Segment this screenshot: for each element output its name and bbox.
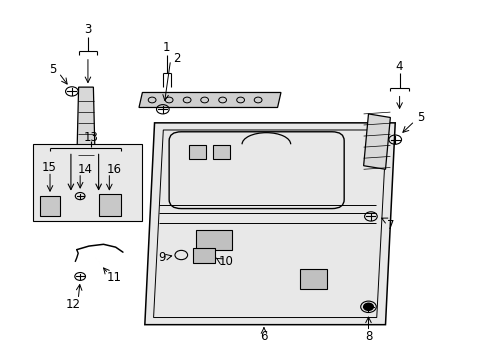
Text: 6: 6	[260, 330, 267, 343]
Text: 5: 5	[416, 111, 423, 124]
Bar	[33, 144, 142, 221]
Bar	[99, 194, 120, 216]
FancyBboxPatch shape	[169, 132, 344, 208]
Text: 16: 16	[106, 163, 122, 176]
Text: 11: 11	[106, 271, 122, 284]
Polygon shape	[77, 87, 95, 164]
Bar	[212, 145, 229, 158]
Text: 12: 12	[66, 298, 81, 311]
Polygon shape	[139, 93, 281, 108]
Text: 13: 13	[84, 131, 99, 144]
Bar	[193, 248, 215, 263]
Text: 10: 10	[218, 255, 233, 268]
Polygon shape	[153, 130, 386, 318]
Bar	[196, 230, 232, 249]
Text: 7: 7	[386, 219, 393, 232]
Text: 3: 3	[84, 23, 91, 36]
Polygon shape	[144, 123, 394, 325]
Text: 1: 1	[163, 41, 170, 54]
Text: 5: 5	[49, 63, 56, 76]
Bar	[300, 269, 326, 289]
Text: 4: 4	[395, 60, 403, 73]
Text: 2: 2	[172, 52, 180, 65]
Text: 14: 14	[78, 163, 92, 176]
Bar	[188, 145, 205, 158]
Circle shape	[363, 303, 372, 310]
Text: 8: 8	[364, 330, 371, 343]
Polygon shape	[363, 114, 389, 169]
Text: 15: 15	[41, 161, 56, 174]
Bar	[40, 196, 60, 216]
Text: 9: 9	[158, 251, 165, 264]
